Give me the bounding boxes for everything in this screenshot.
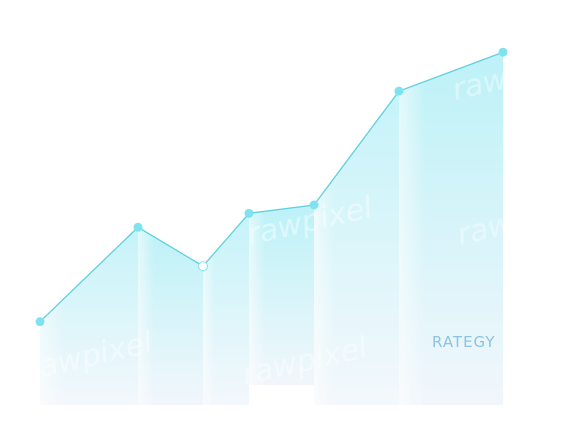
data-points	[35, 47, 508, 327]
area-panels	[40, 52, 503, 405]
panel-highlight	[40, 227, 65, 405]
data-point	[394, 86, 404, 96]
data-point	[244, 208, 254, 218]
watermark-text: rawpixel	[449, 45, 581, 108]
panel-highlight	[203, 213, 215, 405]
data-point	[35, 317, 45, 327]
data-point	[198, 261, 208, 272]
category-label: RATEGY	[432, 333, 496, 351]
data-point	[498, 47, 508, 57]
panel-highlight	[314, 91, 336, 405]
panel-highlight	[399, 52, 425, 405]
panel-highlight	[138, 227, 155, 405]
data-point	[309, 200, 319, 210]
data-point	[133, 222, 143, 232]
panel-highlight	[249, 205, 266, 385]
